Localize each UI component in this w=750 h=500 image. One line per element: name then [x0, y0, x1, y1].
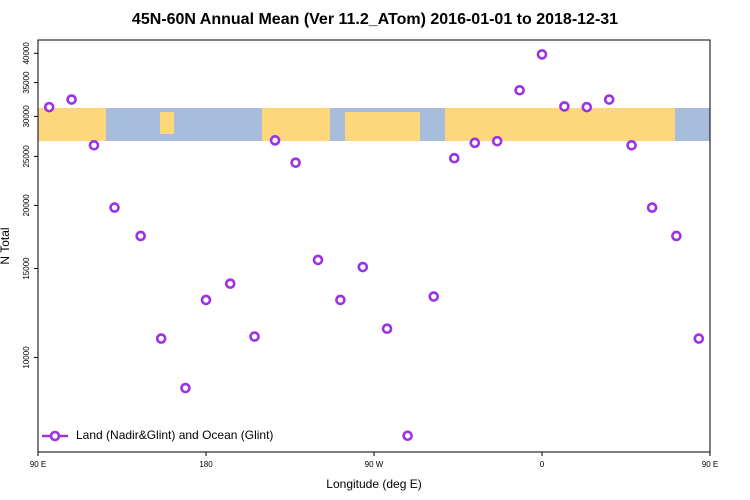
data-point	[381, 323, 393, 335]
data-point	[693, 333, 705, 344]
chart-title: 45N-60N Annual Mean (Ver 11.2_ATom) 2016…	[132, 11, 618, 28]
y-tick-label: 25000	[22, 145, 31, 168]
y-tick-label: 30000	[22, 105, 31, 128]
data-point	[448, 152, 460, 164]
data-point	[290, 157, 301, 168]
data-point	[224, 278, 236, 289]
y-tick-label: 15000	[22, 257, 31, 280]
data-point	[671, 230, 682, 242]
x-tick-label: 180	[199, 460, 213, 469]
y-tick-label: 10000	[22, 346, 31, 369]
data-point	[357, 261, 369, 273]
data-point	[536, 49, 548, 60]
x-axis-label: Longitude (deg E)	[326, 477, 421, 491]
y-axis-label: N Total	[0, 227, 12, 264]
data-point	[491, 135, 503, 147]
data-point	[155, 333, 167, 344]
data-point	[200, 294, 212, 306]
data-point	[559, 101, 570, 112]
data-point	[469, 137, 481, 149]
data-point	[43, 101, 55, 113]
y-tick-label: 40000	[22, 42, 31, 65]
data-point	[109, 202, 120, 213]
data-point	[135, 230, 146, 242]
x-tick-label: 90 E	[702, 460, 718, 469]
data-point	[249, 331, 260, 342]
data-point	[312, 254, 324, 266]
data-point	[428, 291, 440, 302]
data-point	[514, 84, 525, 96]
legend-marker	[49, 430, 61, 442]
data-point	[402, 430, 413, 442]
data-point	[269, 135, 281, 146]
data-point	[646, 202, 658, 213]
map-band	[38, 108, 710, 141]
x-tick-label: 90 E	[30, 460, 46, 469]
data-point	[626, 140, 637, 151]
x-tick-label: 0	[540, 460, 545, 469]
data-point	[581, 101, 593, 113]
data-point	[335, 294, 346, 306]
y-tick-label: 20000	[22, 194, 31, 217]
data-point	[88, 140, 100, 151]
data-point	[180, 382, 191, 394]
x-tick-label: 90 W	[365, 460, 384, 469]
y-tick-label: 35000	[22, 71, 31, 94]
data-point	[66, 94, 77, 105]
legend-label: Land (Nadir&Glint) and Ocean (Glint)	[76, 428, 273, 442]
data-point	[603, 94, 615, 105]
